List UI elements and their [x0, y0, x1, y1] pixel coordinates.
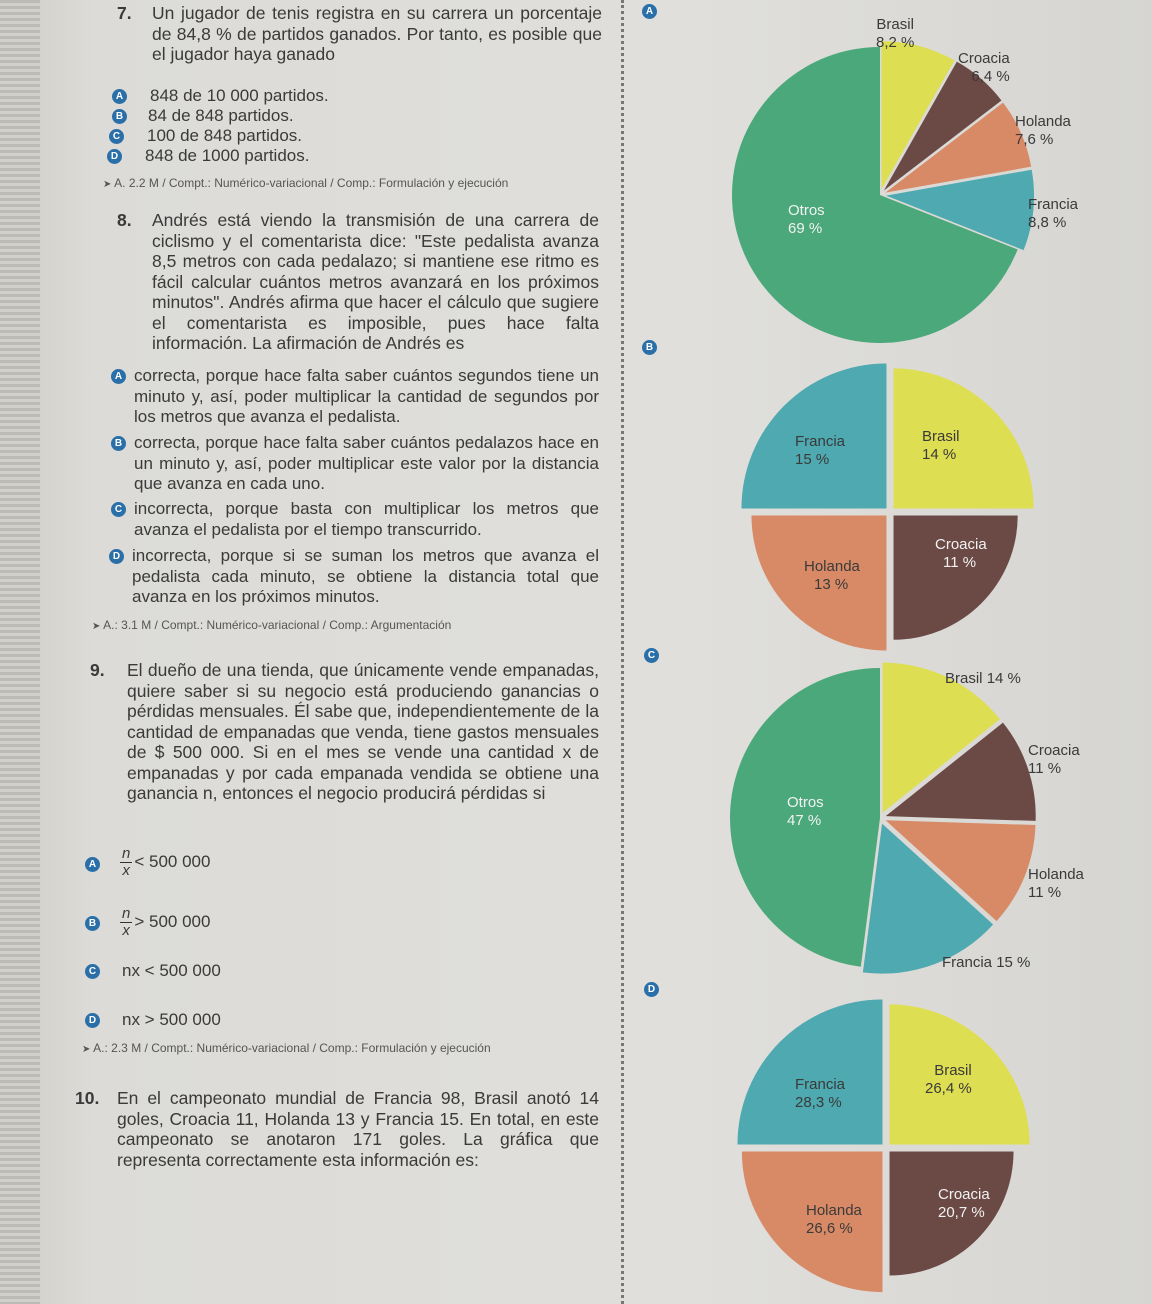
- label-brasil: Brasil 26,4 %: [925, 1062, 972, 1097]
- answer-meta: A. 2.2 M / Compt.: Numérico-variacional …: [103, 176, 508, 190]
- pie-slice-holanda: [741, 1151, 883, 1293]
- option-badge[interactable]: D: [109, 549, 124, 564]
- option-c[interactable]: incorrecta, porque basta con multiplicar…: [134, 499, 599, 539]
- question-text: En el campeonato mundial de Francia 98, …: [117, 1088, 599, 1170]
- pie-slice-brasil: [882, 662, 1000, 813]
- option-b[interactable]: 84 de 848 partidos.: [148, 106, 294, 125]
- label-croacia: Croacia 6,4 %: [958, 50, 1010, 85]
- pie-slice-brasil: [893, 368, 1034, 509]
- answer-meta: A.: 3.1 M / Compt.: Numérico-variacional…: [92, 618, 451, 632]
- pie-slice-holanda: [885, 820, 1036, 922]
- label-holanda: Holanda 7,6 %: [1015, 113, 1071, 148]
- pie-slice-croacia: [885, 722, 1036, 821]
- inequality: < 500 000: [134, 851, 211, 871]
- pie-slice-croacia: [893, 515, 1018, 640]
- question-number: 8.: [117, 210, 132, 230]
- pie-slice-holanda: [885, 102, 1032, 193]
- pie-slice-francia: [741, 363, 887, 509]
- chart-option-badge[interactable]: C: [644, 648, 659, 663]
- label-holanda: Holanda 11 %: [1028, 866, 1084, 901]
- answer-meta: A.: 2.3 M / Compt.: Numérico-variacional…: [82, 1041, 490, 1055]
- label-francia: Francia 15 %: [795, 433, 846, 468]
- pie-slice-brasil: [889, 1004, 1030, 1145]
- option-b[interactable]: correcta, porque hace falta saber cuánto…: [134, 433, 599, 493]
- chart-option-badge[interactable]: B: [642, 340, 657, 355]
- pie-slice-holanda: [751, 515, 887, 651]
- inequality: > 500 000: [134, 911, 211, 931]
- numerator: n: [120, 845, 133, 863]
- pie-slice-francia: [885, 169, 1034, 251]
- pie-slice-croacia: [883, 61, 1002, 191]
- label-brasil: Brasil 14 %: [922, 428, 960, 463]
- option-d[interactable]: incorrecta, porque si se suman los metro…: [132, 546, 599, 606]
- label-francia: Francia 15 %: [942, 954, 1031, 971]
- label-otros: Otros 47 %: [787, 794, 824, 829]
- pie-slice-francia: [737, 999, 883, 1145]
- page-edge: [0, 0, 40, 1304]
- question-text: Andrés está viendo la transmisión de una…: [152, 210, 599, 353]
- label-brasil: Brasil 14 %: [945, 670, 1021, 687]
- label-croacia: Croacia 11 %: [1028, 742, 1080, 777]
- label-francia: Francia 28,3 %: [795, 1076, 846, 1111]
- denominator: x: [122, 862, 130, 879]
- option-badge[interactable]: C: [109, 129, 124, 144]
- pie-slice-brasil: [881, 41, 955, 190]
- label-holanda: Holanda 13 %: [804, 558, 860, 593]
- option-badge[interactable]: B: [85, 916, 100, 931]
- question-number: 7.: [117, 3, 132, 23]
- option-d[interactable]: nx > 500 000: [122, 1010, 221, 1029]
- option-badge[interactable]: B: [112, 109, 127, 124]
- label-otros: Otros 69 %: [788, 202, 825, 237]
- label-francia: Francia 8,8 %: [1028, 196, 1079, 231]
- question-text: El dueño de una tienda, que únicamente v…: [127, 660, 599, 803]
- label-croacia: Croacia 11 %: [935, 536, 987, 571]
- option-a[interactable]: correcta, porque hace falta saber cuánto…: [134, 366, 599, 426]
- option-c[interactable]: nx < 500 000: [122, 961, 221, 980]
- pie-slice-otros: [732, 47, 1018, 343]
- option-c[interactable]: 100 de 848 partidos.: [147, 126, 303, 145]
- option-badge[interactable]: A: [111, 369, 126, 384]
- option-badge[interactable]: A: [112, 89, 127, 104]
- denominator: x: [122, 922, 130, 939]
- question-number: 10.: [75, 1088, 100, 1108]
- option-a[interactable]: 848 de 10 000 partidos.: [150, 86, 329, 105]
- option-badge[interactable]: D: [85, 1013, 100, 1028]
- option-a[interactable]: n x < 500 000: [120, 846, 210, 879]
- option-badge[interactable]: B: [111, 436, 126, 451]
- pie-slice-francia: [862, 823, 994, 974]
- question-number: 9.: [90, 660, 105, 680]
- option-badge[interactable]: C: [85, 964, 100, 979]
- chart-option-badge[interactable]: A: [642, 4, 657, 19]
- option-badge[interactable]: C: [111, 502, 126, 517]
- pie-slice-croacia: [889, 1151, 1014, 1276]
- option-badge[interactable]: D: [107, 149, 122, 164]
- option-d[interactable]: 848 de 1000 partidos.: [145, 146, 310, 165]
- label-croacia: Croacia 20,7 %: [938, 1186, 990, 1221]
- label-brasil: Brasil 8,2 %: [876, 16, 915, 51]
- column-divider: [621, 0, 624, 1304]
- option-b[interactable]: n x > 500 000: [120, 906, 210, 939]
- option-badge[interactable]: A: [85, 857, 100, 872]
- numerator: n: [120, 905, 133, 923]
- question-text: Un jugador de tenis registra en su carre…: [152, 3, 602, 64]
- label-holanda: Holanda 26,6 %: [806, 1202, 862, 1237]
- pie-slice-otros: [729, 668, 880, 967]
- chart-option-badge[interactable]: D: [644, 982, 659, 997]
